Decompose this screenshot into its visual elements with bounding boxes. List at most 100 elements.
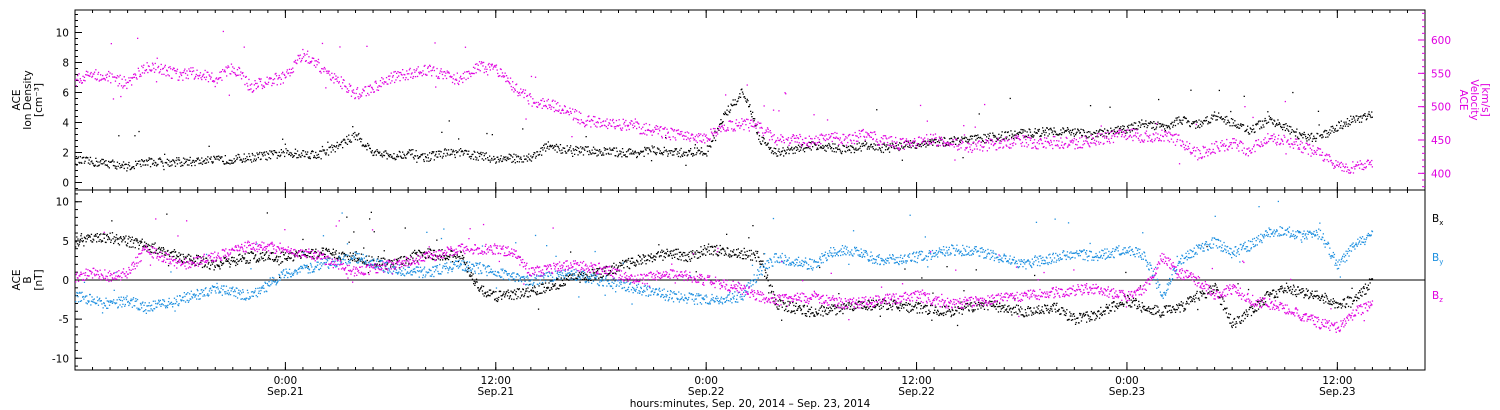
velocity-point: [566, 110, 568, 112]
velocity-point: [413, 69, 415, 71]
velocity-point: [269, 78, 272, 80]
velocity-point: [762, 134, 765, 137]
density-point: [1040, 135, 1042, 137]
velocity-point: [990, 138, 992, 140]
velocity-point: [1046, 141, 1048, 143]
density-point: [605, 148, 607, 150]
velocity-point: [1235, 139, 1237, 141]
velocity-point: [327, 72, 330, 74]
velocity-point: [752, 121, 754, 123]
velocity-point: [1187, 148, 1189, 151]
velocity-point: [881, 143, 883, 146]
velocity-point: [1091, 137, 1094, 139]
velocity-point: [1180, 145, 1183, 147]
density-point: [1338, 121, 1340, 123]
density-point: [425, 156, 427, 158]
velocity-point: [77, 79, 79, 82]
density-point: [679, 149, 681, 151]
density-point: [769, 147, 771, 149]
bx-point: [658, 244, 660, 246]
bx-point: [135, 238, 137, 240]
velocity-point: [733, 128, 736, 130]
velocity-point: [129, 80, 131, 82]
density-point: [419, 156, 421, 158]
density-point: [959, 140, 961, 142]
density-point: [207, 161, 210, 163]
velocity-point: [783, 139, 785, 141]
velocity-point: [1136, 129, 1138, 131]
velocity-point: [718, 125, 720, 127]
velocity-point: [1236, 144, 1239, 146]
density-point: [678, 152, 680, 154]
bx-point: [598, 277, 600, 279]
bx-point: [257, 261, 260, 263]
density-point: [233, 158, 235, 160]
density-point: [495, 161, 498, 163]
density-point: [546, 147, 548, 149]
density-point: [560, 152, 562, 154]
density-point: [772, 153, 775, 155]
bx-point: [350, 258, 352, 261]
velocity-point: [731, 128, 733, 130]
velocity-point: [1263, 139, 1265, 141]
density-point: [253, 160, 255, 162]
bx-point: [243, 258, 245, 260]
density-point: [1050, 129, 1052, 131]
velocity-point: [820, 133, 823, 135]
velocity-point: [1203, 156, 1206, 158]
velocity-point: [1365, 167, 1367, 169]
density-point: [300, 156, 302, 158]
velocity-point: [944, 142, 947, 144]
density-point: [1288, 130, 1290, 132]
velocity-point: [741, 118, 743, 120]
density-point: [729, 111, 731, 114]
density-point: [737, 97, 740, 100]
bx-point: [506, 295, 509, 297]
velocity-point: [541, 107, 543, 109]
velocity-point: [552, 99, 554, 101]
density-point: [894, 147, 896, 150]
velocity-point: [260, 78, 262, 80]
bx-point: [132, 242, 135, 244]
bx-point: [274, 258, 277, 260]
velocity-point: [141, 72, 144, 74]
velocity-point: [854, 131, 856, 134]
velocity-point: [443, 71, 445, 73]
density-point: [555, 143, 558, 146]
velocity-point: [1191, 152, 1193, 154]
velocity-point: [962, 141, 964, 143]
velocity-point: [454, 79, 456, 81]
density-point: [1348, 120, 1351, 122]
bx-point: [468, 275, 471, 277]
velocity-point: [1098, 141, 1100, 143]
velocity-point: [258, 77, 260, 80]
velocity-point: [538, 104, 540, 106]
density-point: [989, 132, 991, 134]
density-point: [626, 156, 628, 158]
bx-point: [510, 290, 512, 292]
bx-point: [290, 257, 292, 259]
velocity-point: [1247, 155, 1249, 157]
density-point: [447, 149, 450, 151]
density-point: [1100, 134, 1102, 136]
density-point: [746, 98, 748, 100]
density-point: [236, 157, 239, 159]
bx-point: [611, 265, 613, 267]
velocity-point: [1020, 143, 1022, 145]
density-point: [250, 159, 252, 161]
velocity-point: [737, 124, 740, 127]
bx-point: [247, 252, 249, 254]
bx-point: [366, 259, 368, 262]
bx-point: [546, 287, 548, 290]
density-point: [121, 163, 123, 166]
density-point: [1278, 123, 1280, 126]
density-point: [589, 151, 591, 153]
velocity-point: [553, 106, 555, 109]
density-point: [971, 138, 973, 140]
density-point: [1333, 131, 1335, 133]
density-point: [463, 152, 465, 155]
velocity-point: [946, 142, 948, 144]
velocity-point: [1360, 162, 1363, 165]
velocity-point: [90, 71, 92, 74]
velocity-point: [1304, 148, 1306, 150]
